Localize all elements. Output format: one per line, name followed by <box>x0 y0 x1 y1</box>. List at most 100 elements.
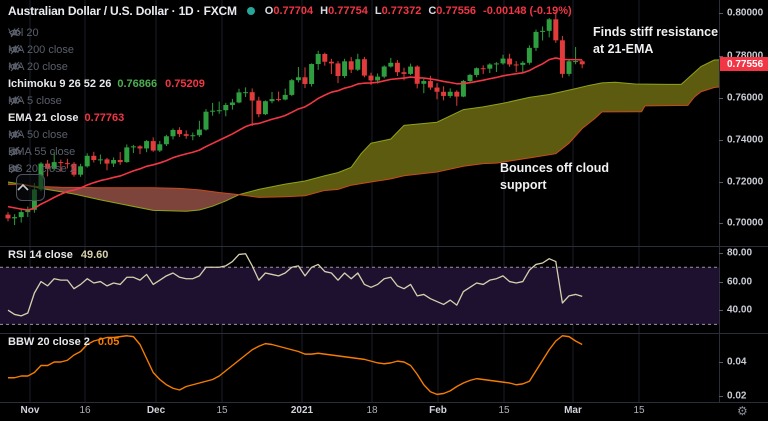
candle-body <box>295 77 301 81</box>
indicator-label: Ichimoku 9 26 52 26 <box>8 77 112 90</box>
rsi-legend[interactable]: RSI 14 close 49.60 <box>8 249 108 261</box>
candle-body <box>58 162 64 164</box>
senkou-b-line <box>238 86 719 198</box>
axis-label: 0.74000 <box>727 134 764 146</box>
candle-body <box>315 53 321 65</box>
indicator-label: MA 200 close <box>8 43 75 56</box>
candle-body <box>269 99 275 102</box>
eye-hidden-icon[interactable] <box>8 146 22 157</box>
axis-tick <box>719 253 723 254</box>
price-pane[interactable] <box>0 0 719 247</box>
candle-body <box>71 163 77 175</box>
candle-body <box>507 58 513 65</box>
candle-body <box>177 129 183 135</box>
indicator-row[interactable]: EMA 21 close 0.77763 <box>8 109 205 126</box>
time-label: 2021 <box>290 405 314 416</box>
candle-body <box>249 92 255 101</box>
candle-body <box>183 134 189 136</box>
candle-body <box>51 162 57 169</box>
indicator-values: 0.77763 <box>84 111 125 124</box>
rsi-label: RSI 14 close <box>8 249 73 261</box>
candle-body <box>500 58 506 64</box>
candle-body <box>474 68 480 75</box>
pane-separator[interactable] <box>0 333 768 334</box>
indicator-label: MA 50 close <box>8 128 68 141</box>
candle-body <box>454 91 460 97</box>
indicator-row[interactable]: MA 5 close <box>8 92 205 109</box>
indicator-row[interactable]: MA 50 close <box>8 126 205 143</box>
candle-body <box>328 61 334 64</box>
price-axis-border <box>719 0 720 403</box>
candle-body <box>355 59 361 70</box>
candle-body <box>150 141 156 151</box>
indicator-row[interactable]: MA 200 close <box>8 41 205 58</box>
candle-body <box>414 66 420 84</box>
candle-body <box>276 99 282 101</box>
symbol-title[interactable]: Australian Dollar / U.S. Dollar · 1D · F… <box>8 4 237 18</box>
time-label: Dec <box>146 405 166 416</box>
candle-body <box>262 101 268 115</box>
candle-body <box>289 80 295 95</box>
candle-body <box>25 209 31 213</box>
candle-body <box>566 61 572 74</box>
bbw-legend[interactable]: BBW 20 close 2 0.05 <box>8 336 119 348</box>
indicator-row[interactable]: EMA 55 close <box>8 143 205 160</box>
indicator-row[interactable]: BB 20 close 2 <box>8 160 205 177</box>
time-label: 16 <box>79 405 91 416</box>
indicator-label: BB 20 close 2 <box>8 162 76 175</box>
candle-body <box>368 75 374 81</box>
annotation-text[interactable]: Bounces off cloud support <box>500 161 610 192</box>
rsi-pane[interactable] <box>0 247 719 334</box>
pane-separator[interactable] <box>0 246 768 247</box>
indicator-values: 0.76866 0.75209 <box>117 77 205 90</box>
change-value: -0.00148 (-0.19%) <box>483 5 572 17</box>
settings-gear-icon[interactable]: ⚙ <box>737 404 748 418</box>
eye-hidden-icon[interactable] <box>8 95 22 106</box>
candle-body <box>163 136 169 145</box>
market-status-dot-icon[interactable] <box>246 7 255 15</box>
ichimoku-cloud-bear <box>21 184 240 212</box>
candle-body <box>302 77 308 84</box>
annotation-text[interactable]: Finds stiff resistance at 21-EMA <box>593 25 719 56</box>
candle-body <box>236 92 242 103</box>
eye-hidden-icon[interactable] <box>8 61 22 72</box>
candle-body <box>282 94 288 100</box>
eye-hidden-icon[interactable] <box>8 27 22 38</box>
candle-body <box>487 64 493 69</box>
candle-body <box>375 76 381 81</box>
candle-body <box>243 92 249 94</box>
candle-body <box>394 62 400 73</box>
candle-body <box>526 47 532 63</box>
time-label: 18 <box>366 405 378 416</box>
candle-body <box>401 72 407 74</box>
ohlc-h: H0.77754 <box>320 5 368 17</box>
axis-label: 0.80000 <box>727 7 764 19</box>
senkou-a-line <box>21 183 240 212</box>
axis-tick <box>719 13 723 14</box>
candle-body <box>421 81 427 84</box>
indicator-row[interactable]: Vol 20 <box>8 24 205 41</box>
ohlc-l: L0.77372 <box>374 5 422 17</box>
time-label: Nov <box>20 405 40 416</box>
ichimoku-cloud-bull <box>239 59 719 198</box>
indicator-row[interactable]: Ichimoku 9 26 52 26 0.76866 0.75209 <box>8 75 205 92</box>
indicator-row[interactable]: MA 20 close <box>8 58 205 75</box>
candle-body <box>467 74 473 82</box>
eye-hidden-icon[interactable] <box>8 129 22 140</box>
candle-body <box>335 63 341 76</box>
eye-hidden-icon[interactable] <box>8 163 22 174</box>
axis-label: 0.02 <box>727 390 747 402</box>
axis-tick <box>719 282 723 283</box>
bbw-pane[interactable] <box>0 334 719 403</box>
collapse-legend-button[interactable] <box>16 174 45 201</box>
candle-body <box>553 19 559 41</box>
time-label: Feb <box>429 405 447 416</box>
candle-body <box>104 159 110 164</box>
eye-hidden-icon[interactable] <box>8 44 22 55</box>
axis-tick <box>719 56 723 57</box>
candle-body <box>573 61 579 63</box>
time-label: 15 <box>216 405 228 416</box>
axis-label: 80.00 <box>727 247 753 259</box>
axis-label: 0.72000 <box>727 176 764 188</box>
